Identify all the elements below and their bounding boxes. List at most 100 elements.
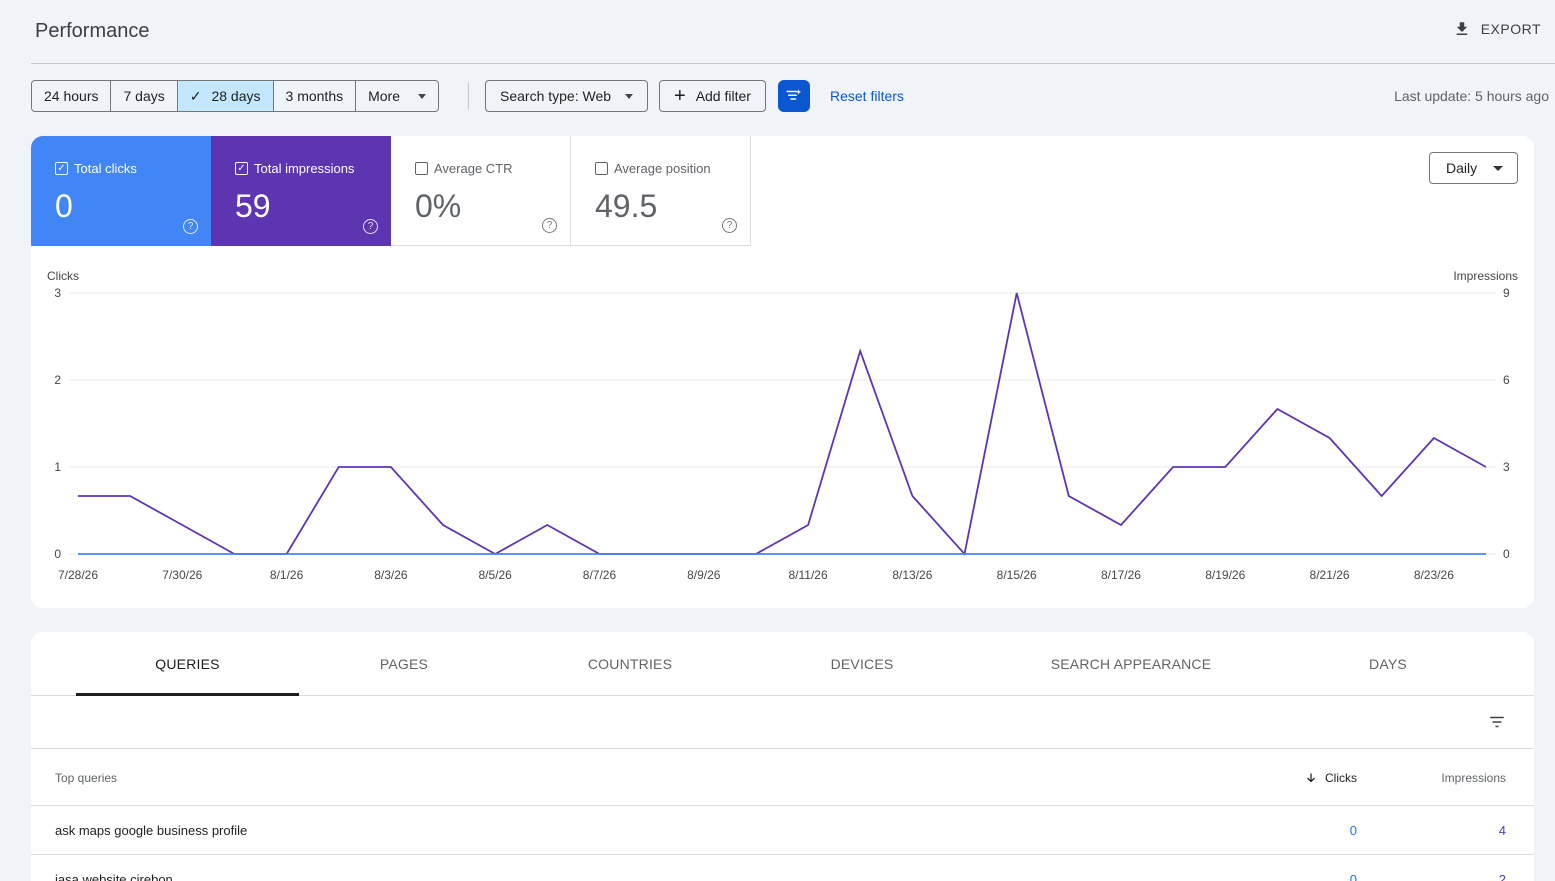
range-label: 28 days [211, 88, 261, 104]
range-label: 24 hours [44, 88, 99, 104]
range-label: More [368, 88, 401, 104]
x-tick-label: 8/21/26 [1310, 568, 1350, 582]
metric-average-ctr[interactable]: Average CTR 0% ? [391, 136, 571, 246]
x-tick-label: 8/19/26 [1205, 568, 1245, 582]
metric-label: Total clicks [74, 161, 137, 176]
help-icon[interactable]: ? [183, 219, 198, 234]
range-more[interactable]: More [356, 81, 438, 111]
impressions-cell: 2 [1498, 872, 1506, 881]
plus-icon: + [674, 85, 686, 107]
granularity-dropdown[interactable]: Daily [1429, 152, 1518, 184]
export-label: EXPORT [1480, 21, 1541, 37]
tab-pages[interactable]: PAGES [379, 656, 429, 672]
date-range-selector: 24 hours 7 days ✓ 28 days 3 months More [31, 80, 440, 112]
tab-search-appearance[interactable]: SEARCH APPEARANCE [1050, 656, 1212, 672]
x-tick-label: 8/5/26 [478, 568, 512, 582]
range-label: 7 days [123, 88, 165, 104]
tab-queries[interactable]: QUERIES [155, 656, 220, 672]
reset-filters-link[interactable]: Reset filters [830, 88, 904, 104]
column-header-clicks[interactable]: Clicks [1305, 771, 1357, 785]
metric-label: Average position [614, 161, 711, 176]
x-tick-label: 7/28/26 [58, 568, 98, 582]
clicks-header-label: Clicks [1325, 771, 1357, 785]
series-line-impressions [78, 292, 1487, 556]
range-28-days[interactable]: ✓ 28 days [177, 81, 274, 111]
last-update-text: Last update: 5 hours ago [1394, 88, 1549, 104]
active-tab-indicator [76, 693, 299, 696]
y-tick-label-right: 3 [1503, 460, 1510, 474]
x-tick-label: 8/23/26 [1414, 568, 1454, 582]
range-3-months[interactable]: 3 months [274, 81, 357, 111]
x-tick-label: 8/13/26 [892, 568, 932, 582]
y-tick-label-left: 0 [54, 547, 61, 561]
filter-sparkle-icon [786, 89, 802, 100]
metric-value: 49.5 [595, 188, 658, 224]
help-icon[interactable]: ? [542, 218, 557, 233]
metric-value: 59 [235, 188, 271, 224]
table-header: Top queries Clicks Impressions [31, 749, 1534, 806]
add-filter-label: Add filter [695, 88, 751, 104]
granularity-label: Daily [1446, 160, 1478, 176]
checkbox-checked-icon[interactable]: ✓ [55, 162, 68, 175]
caret-down-icon [418, 93, 427, 99]
help-icon[interactable]: ? [363, 219, 378, 234]
table-row[interactable]: jasa website cirebon 0 2 [31, 855, 1534, 881]
metric-label: Total impressions [254, 161, 355, 176]
page-title: Performance [35, 20, 150, 42]
caret-down-icon [625, 93, 634, 99]
metric-total-clicks[interactable]: ✓ Total clicks 0 ? [31, 136, 211, 246]
page-header: Performance EXPORT [31, 0, 1555, 64]
y-axis-label-right: Impressions [1453, 269, 1518, 283]
filter-toolbar: 24 hours 7 days ✓ 28 days 3 months More S… [31, 80, 1551, 112]
range-24-hours[interactable]: 24 hours [32, 81, 112, 111]
y-tick-label-right: 0 [1503, 547, 1510, 561]
compare-filter-button[interactable] [778, 80, 810, 112]
dimension-tabs: QUERIES PAGES COUNTRIES DEVICES SEARCH A… [31, 632, 1534, 696]
metric-value: 0% [415, 188, 462, 224]
checkbox-unchecked-icon[interactable] [595, 162, 608, 175]
results-table-card: QUERIES PAGES COUNTRIES DEVICES SEARCH A… [31, 632, 1534, 881]
x-tick-label: 8/7/26 [583, 568, 617, 582]
y-tick-label-right: 6 [1503, 373, 1510, 387]
x-tick-label: 8/9/26 [687, 568, 721, 582]
check-icon: ✓ [189, 87, 202, 104]
caret-down-icon [1493, 166, 1503, 171]
table-row[interactable]: ask maps google business profile 0 4 [31, 806, 1534, 855]
x-tick-label: 8/3/26 [374, 568, 408, 582]
clicks-cell: 0 [1349, 823, 1357, 838]
metric-label: Average CTR [434, 161, 513, 176]
range-7-days[interactable]: 7 days [111, 81, 178, 111]
performance-chart-card: ✓ Total clicks 0 ? ✓ Total impressions 59 … [31, 136, 1534, 608]
download-icon [1456, 22, 1467, 35]
tab-days[interactable]: DAYS [1369, 656, 1407, 672]
query-cell: ask maps google business profile [55, 823, 248, 838]
y-axis-label-left: Clicks [47, 269, 79, 283]
query-cell: jasa website cirebon [55, 872, 173, 881]
export-button[interactable]: EXPORT [1453, 20, 1541, 38]
y-tick-label-left: 1 [54, 460, 61, 474]
metric-average-position[interactable]: Average position 49.5 ? [571, 136, 751, 246]
impressions-cell: 4 [1498, 823, 1506, 838]
x-tick-label: 8/11/26 [788, 568, 827, 582]
y-tick-label-left: 2 [54, 373, 61, 387]
y-tick-label-left: 3 [54, 286, 61, 300]
help-icon[interactable]: ? [722, 218, 737, 233]
x-tick-label: 7/30/26 [162, 568, 202, 582]
tab-devices[interactable]: DEVICES [830, 656, 894, 672]
x-tick-label: 8/17/26 [1101, 568, 1141, 582]
performance-line-chart: 0 0 1 3 2 6 3 9 Clicks Impressions 7/28/26 7/30/26 8… [47, 269, 1518, 582]
x-tick-label: 8/15/26 [997, 568, 1037, 582]
checkbox-unchecked-icon[interactable] [415, 162, 428, 175]
tab-countries[interactable]: COUNTRIES [587, 656, 673, 672]
clicks-cell: 0 [1349, 872, 1357, 881]
metric-total-impressions[interactable]: ✓ Total impressions 59 ? [211, 136, 391, 246]
filter-list-icon[interactable] [1488, 713, 1506, 731]
arrow-down-icon [1307, 773, 1315, 783]
column-header-impressions[interactable]: Impressions [1441, 771, 1506, 785]
column-header-queries: Top queries [55, 771, 118, 785]
x-tick-label: 8/1/26 [270, 568, 304, 582]
search-type-dropdown[interactable]: Search type: Web [485, 80, 649, 112]
add-filter-button[interactable]: + Add filter [659, 80, 766, 112]
y-tick-label-right: 9 [1503, 286, 1510, 300]
checkbox-checked-icon[interactable]: ✓ [235, 162, 248, 175]
